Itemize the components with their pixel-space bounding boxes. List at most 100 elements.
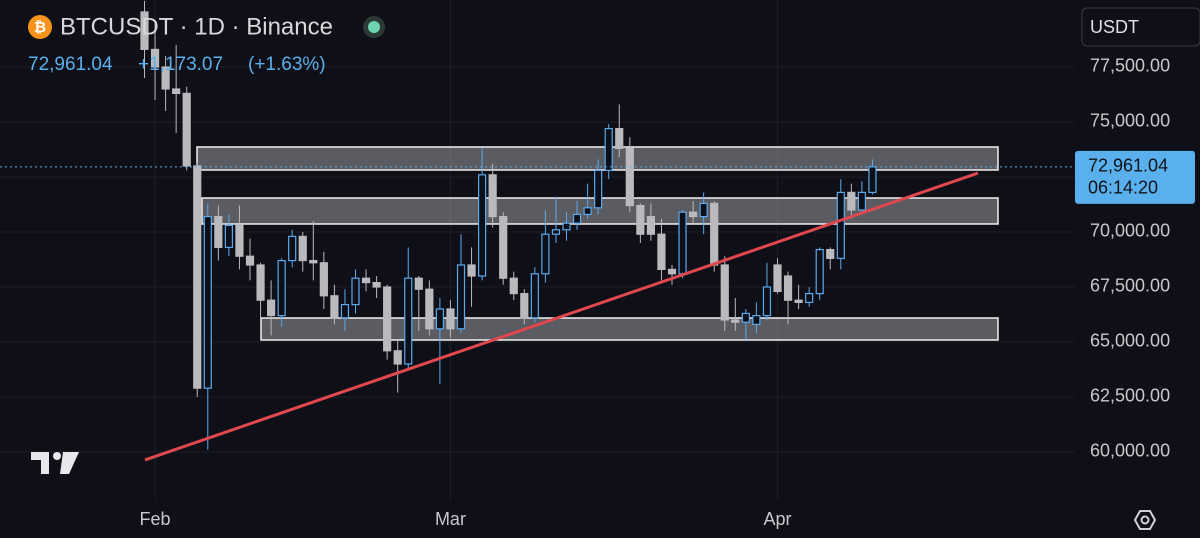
chart-title: BTCUSDT · 1D · Binance bbox=[60, 13, 333, 40]
candle-body bbox=[435, 308, 444, 330]
candle-body bbox=[330, 295, 339, 319]
btc-icon-glyph: ₿ bbox=[34, 19, 46, 36]
y-tick-label: 75,000.00 bbox=[1090, 111, 1170, 131]
candle-body bbox=[815, 248, 824, 295]
candle-body bbox=[277, 259, 286, 317]
price-zone bbox=[196, 146, 999, 171]
candle-body bbox=[678, 211, 687, 275]
trendline bbox=[144, 171, 979, 462]
candle-body bbox=[361, 277, 371, 284]
candle-body bbox=[783, 275, 793, 301]
candle-body bbox=[340, 303, 350, 319]
candle-body bbox=[140, 11, 149, 50]
y-tick-label: 62,500.00 bbox=[1090, 386, 1170, 406]
candle-body bbox=[309, 259, 318, 264]
candle-body bbox=[551, 229, 561, 235]
candle-body bbox=[615, 127, 624, 149]
plot-area bbox=[0, 0, 1075, 500]
candle-body bbox=[583, 207, 592, 215]
currency-label: USDT bbox=[1090, 17, 1139, 37]
candle-body bbox=[172, 88, 181, 94]
candle-body bbox=[288, 235, 297, 262]
candle-body bbox=[594, 169, 603, 209]
candle-body bbox=[826, 248, 835, 259]
candle-body bbox=[731, 319, 740, 323]
candle-body bbox=[425, 288, 434, 330]
candle-body bbox=[720, 264, 729, 321]
logo-part bbox=[60, 452, 79, 474]
settings-button[interactable] bbox=[1133, 510, 1157, 530]
logo-part bbox=[53, 452, 61, 460]
settings-hex bbox=[1133, 510, 1157, 530]
candle-body bbox=[182, 92, 191, 167]
candle-body bbox=[688, 211, 698, 218]
x-tick-label: Apr bbox=[763, 509, 791, 529]
candle-body bbox=[710, 202, 719, 266]
status-dot bbox=[368, 21, 380, 33]
candle-body bbox=[604, 127, 613, 171]
logo-part bbox=[31, 452, 49, 474]
last-price: 72,961.04 bbox=[28, 54, 113, 75]
candle-body bbox=[667, 268, 677, 275]
last-price-tag-label: 72,961.04 bbox=[1088, 156, 1168, 176]
candle-body bbox=[868, 166, 877, 193]
candle-body bbox=[762, 286, 772, 317]
candle-body bbox=[193, 165, 202, 389]
last-price-tag bbox=[1075, 150, 1195, 204]
candle-body bbox=[499, 215, 508, 279]
candle-body bbox=[752, 314, 761, 325]
x-tick-label: Feb bbox=[140, 509, 171, 529]
overlay: ₿ BTCUSDT · 1D · Binance 72,961.04 +1,17… bbox=[28, 7, 1200, 530]
candle-body bbox=[161, 66, 170, 90]
candle-body bbox=[773, 264, 782, 292]
candle-body bbox=[541, 233, 550, 275]
candle-body bbox=[488, 174, 497, 218]
candle-body bbox=[805, 292, 814, 303]
price-change: +1,173.07 bbox=[138, 54, 223, 75]
candle-body bbox=[520, 292, 529, 319]
price-change-pct: (+1.63%) bbox=[248, 54, 326, 75]
btc-icon bbox=[28, 15, 52, 39]
candle-body bbox=[794, 299, 803, 303]
candle-body bbox=[383, 286, 392, 352]
candle-body bbox=[509, 277, 518, 295]
candle-body bbox=[741, 312, 750, 323]
candle-body bbox=[319, 262, 328, 297]
tradingview-logo bbox=[31, 452, 79, 474]
settings-center bbox=[1140, 515, 1150, 525]
currency-dropdown[interactable] bbox=[1081, 7, 1200, 47]
candle-body bbox=[224, 224, 233, 248]
y-tick-label: 77,500.00 bbox=[1090, 56, 1170, 76]
candle-body bbox=[203, 215, 212, 389]
candle-body bbox=[414, 277, 423, 290]
candle-body bbox=[404, 277, 413, 365]
candle-body bbox=[267, 299, 276, 317]
candle-body bbox=[214, 215, 223, 248]
candle-body bbox=[857, 191, 867, 211]
candle-body bbox=[446, 308, 455, 330]
candle-body bbox=[467, 264, 476, 277]
candle-body bbox=[562, 222, 571, 231]
candle-body bbox=[456, 264, 466, 330]
countdown-label: 06:14:20 bbox=[1088, 178, 1158, 198]
candle-body bbox=[478, 174, 487, 277]
candle-body bbox=[657, 233, 666, 270]
candle-body bbox=[150, 48, 160, 68]
candle-body bbox=[646, 215, 656, 235]
y-tick-label: 65,000.00 bbox=[1090, 331, 1170, 351]
candle-body bbox=[530, 273, 539, 319]
y-tick-label: 70,000.00 bbox=[1090, 221, 1170, 241]
y-tick-label: 67,500.00 bbox=[1090, 276, 1170, 296]
price-zone bbox=[260, 317, 999, 341]
candle-body bbox=[699, 202, 708, 218]
candle-body bbox=[836, 191, 845, 259]
candle-body bbox=[625, 147, 634, 207]
candle-body bbox=[235, 224, 244, 257]
candle-body bbox=[351, 277, 360, 306]
candle-body bbox=[256, 264, 265, 301]
candle-body bbox=[372, 281, 381, 288]
candle-body bbox=[636, 204, 645, 235]
